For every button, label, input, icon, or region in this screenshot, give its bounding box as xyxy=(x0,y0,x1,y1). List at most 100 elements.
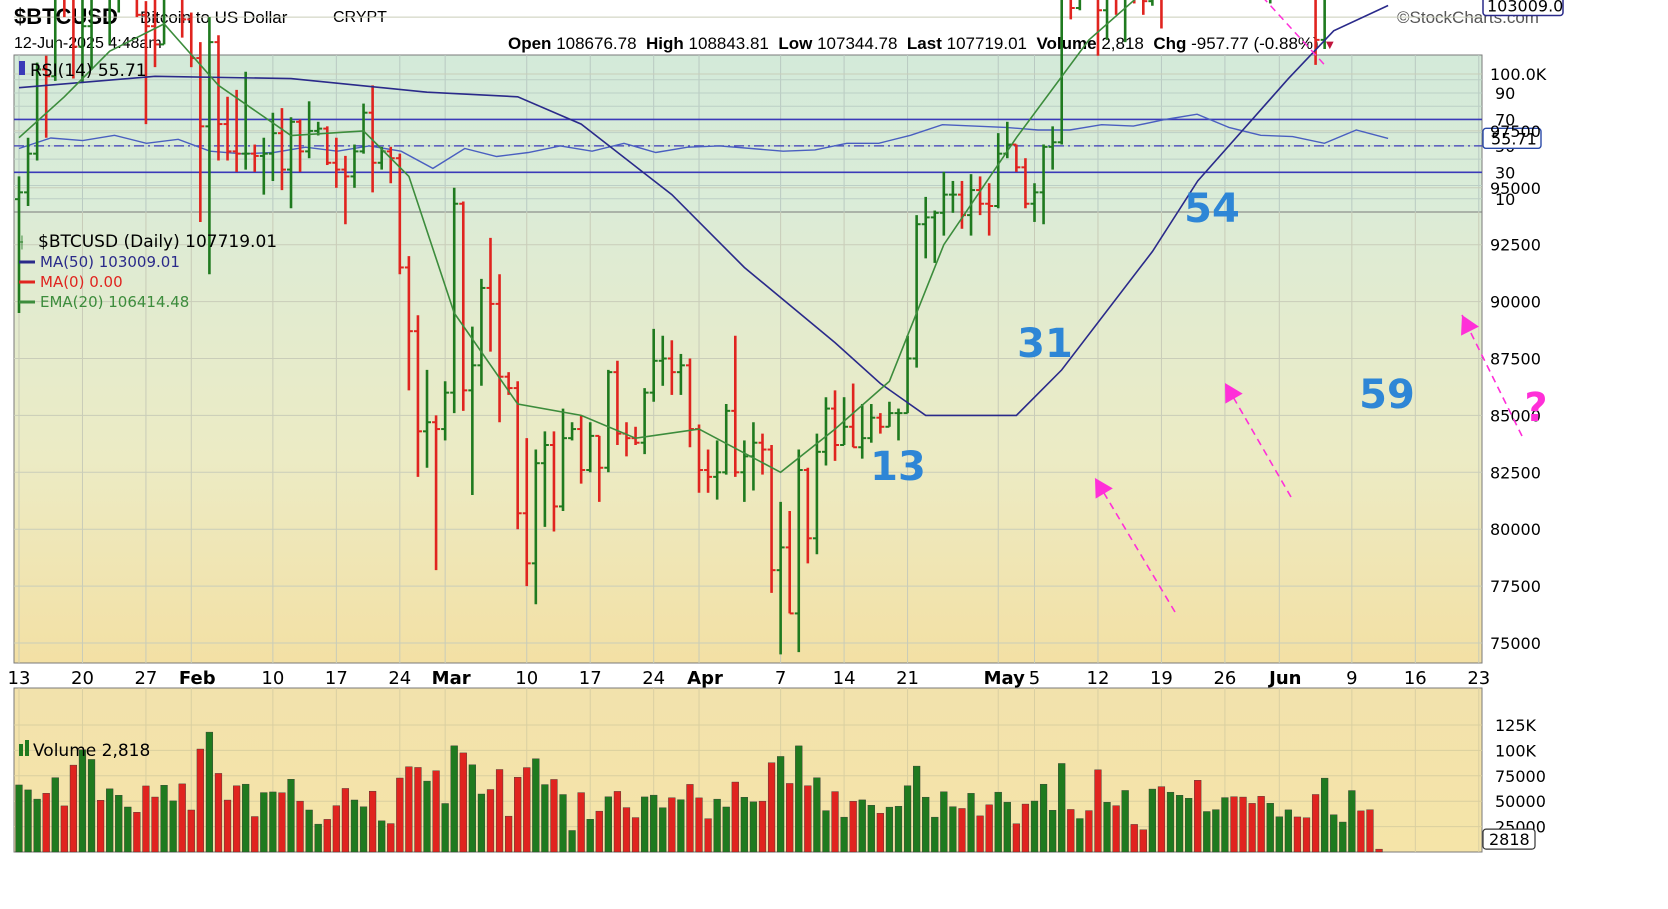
channel-lower-line xyxy=(1264,0,1326,66)
volume-legend-text: Volume 2,818 xyxy=(33,741,150,761)
volume-bar xyxy=(1049,810,1057,853)
volume-bar xyxy=(441,803,449,853)
annotation-31: 31 xyxy=(1017,321,1073,367)
volume-bar xyxy=(432,770,440,853)
volume-bar xyxy=(985,804,993,853)
ohlc-bar xyxy=(459,201,468,411)
volume-bar xyxy=(550,779,558,853)
volume-bar xyxy=(60,805,68,853)
volume-bar xyxy=(196,748,204,853)
x-tick-label: 27 xyxy=(134,668,157,689)
volume-bar xyxy=(541,784,549,853)
x-tick-label: 10 xyxy=(261,668,284,689)
price-y-tick: 75000 xyxy=(1490,634,1541,653)
volume-bar xyxy=(1248,803,1256,853)
volume-value: 2,818 xyxy=(1101,34,1144,53)
volume-bar xyxy=(450,745,458,853)
volume-bar xyxy=(758,800,767,853)
low-value: 107344.78 xyxy=(817,34,898,53)
price-y-tick: 90000 xyxy=(1490,293,1541,312)
x-tick-label: 14 xyxy=(833,668,856,689)
rsi-y-tick: 90 xyxy=(1495,84,1515,103)
ohlc-bar xyxy=(305,101,314,159)
arrow-1-shaft xyxy=(1094,477,1176,613)
volume-last-tag-text: 2818 xyxy=(1489,830,1530,849)
volume-bar xyxy=(423,780,431,853)
volume-bar xyxy=(1302,817,1311,853)
volume-bar xyxy=(405,766,413,853)
volume-bar xyxy=(1003,801,1011,853)
ohlc-bar xyxy=(1160,0,1163,29)
ohlc-bar xyxy=(930,210,939,263)
x-tick-label: Mar xyxy=(432,668,471,689)
ohlc-bar xyxy=(1103,0,1109,40)
volume-bar xyxy=(713,798,721,853)
ohlc-bar xyxy=(395,153,404,275)
ohlc-bar xyxy=(232,89,241,172)
ohlc-bar xyxy=(722,404,731,475)
arrow-3-shaft xyxy=(1461,314,1523,437)
volume-bar xyxy=(97,800,105,853)
price-y-tick: 95000 xyxy=(1490,179,1541,198)
ohlc-bar xyxy=(794,449,803,653)
volume-bar xyxy=(976,815,984,853)
rsi-y-tick: 30 xyxy=(1495,163,1515,182)
volume-bar xyxy=(677,799,685,853)
volume-bar xyxy=(514,777,522,853)
ohlc-bar xyxy=(586,422,595,473)
volume-bar xyxy=(414,767,422,853)
ohlc-bar xyxy=(549,431,558,532)
ohlc-bar xyxy=(776,501,785,655)
ohlc-bar xyxy=(108,0,111,45)
volume-bar xyxy=(1348,790,1356,853)
volume-bar xyxy=(124,806,132,853)
ohlc-bar xyxy=(649,328,658,402)
volume-bar xyxy=(1375,848,1383,853)
ohlc-bar xyxy=(223,96,232,161)
volume-bar xyxy=(459,752,467,853)
ohlc-bar xyxy=(667,340,676,395)
ohlc-bar xyxy=(876,413,885,434)
volume-bar xyxy=(1085,810,1093,853)
open-label: Open xyxy=(508,34,552,53)
ma50-line xyxy=(18,4,1389,417)
x-tick-label: Feb xyxy=(179,668,216,689)
ohlc-bar xyxy=(1021,158,1030,209)
ohlc-bar xyxy=(250,144,259,172)
ohlc-bar xyxy=(1123,0,1127,43)
volume-bar xyxy=(1121,790,1129,853)
volume-bar xyxy=(1339,821,1347,853)
volume-bar xyxy=(160,785,168,853)
ohlc-bar xyxy=(359,103,368,154)
volume-bar xyxy=(87,759,96,853)
ohlc-bar xyxy=(78,0,87,84)
volume-bar xyxy=(187,809,195,853)
arrow-1-head-icon xyxy=(1095,478,1113,499)
volume-bar xyxy=(1266,803,1274,853)
volume-bar xyxy=(568,830,576,853)
price-y-tick: 85000 xyxy=(1490,406,1541,425)
ohlc-bar xyxy=(1114,0,1118,15)
ohlc-bar xyxy=(241,71,250,170)
ohlc-bar xyxy=(423,369,432,468)
x-tick-label: 10 xyxy=(515,668,538,689)
volume-bar xyxy=(704,818,712,853)
ohlc-bar xyxy=(151,0,160,68)
price-y-tick: 100.0K xyxy=(1490,65,1547,84)
ohlc-bar xyxy=(205,17,214,275)
price-y-tick: 92500 xyxy=(1490,236,1541,255)
volume-bar xyxy=(495,769,504,853)
volume-bar xyxy=(604,796,612,853)
high-label: High xyxy=(646,34,684,53)
series-legend-text: EMA(20) 106414.48 xyxy=(40,293,189,311)
ohlc-bar xyxy=(704,449,713,493)
series-legend-text: MA(0) 0.00 xyxy=(40,273,123,291)
ohlc-bar xyxy=(640,388,649,455)
ohlc-bar xyxy=(1048,126,1057,170)
arrow-3-head-icon xyxy=(1461,315,1479,336)
x-tick-label: Jun xyxy=(1267,668,1301,689)
x-tick-label: 24 xyxy=(388,668,411,689)
volume-bar xyxy=(641,796,649,853)
rsi-legend: RSI(14) 55.71 xyxy=(19,61,147,81)
